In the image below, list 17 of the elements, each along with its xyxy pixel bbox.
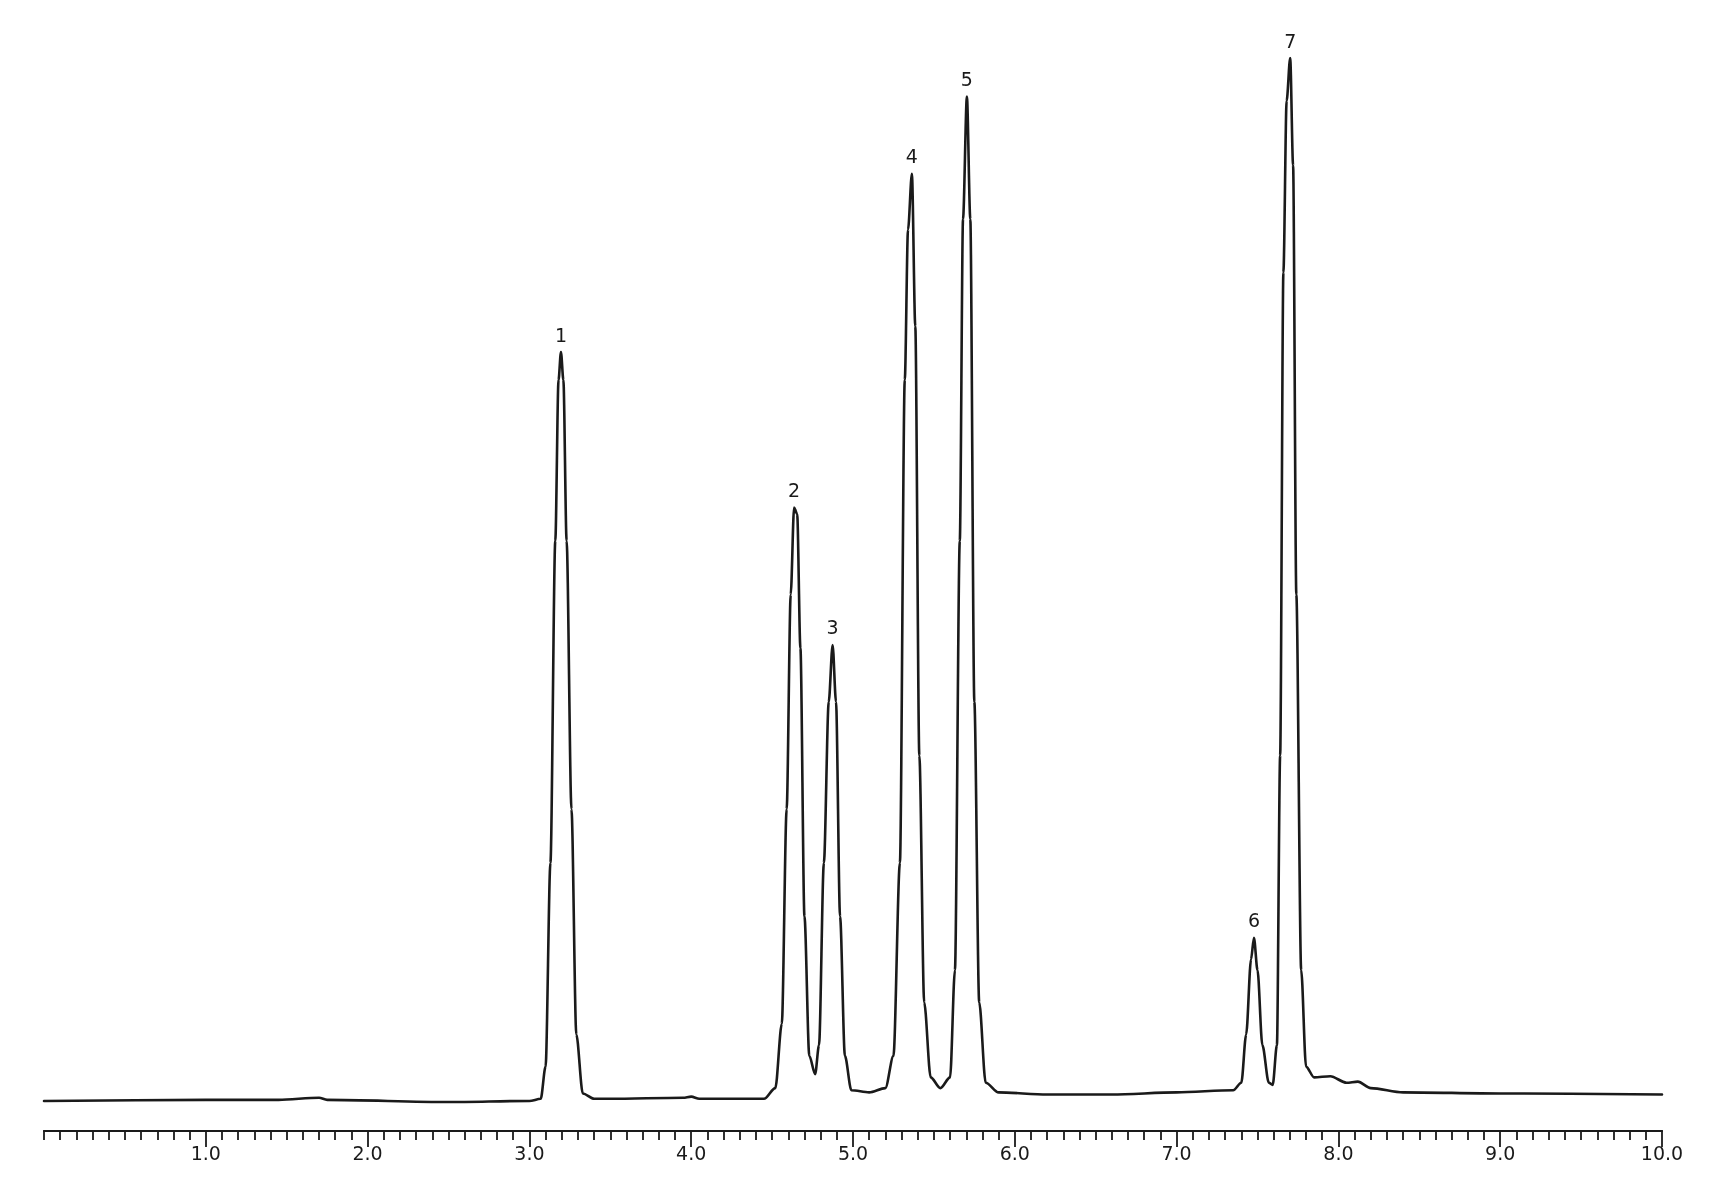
x-tick-label: 3.0 — [514, 1141, 545, 1164]
x-tick-label: 1.0 — [190, 1141, 221, 1164]
x-tick-label: 9.0 — [1485, 1141, 1516, 1164]
x-tick-label: 5.0 — [837, 1141, 869, 1164]
annotation: 2 — [788, 479, 801, 502]
annotation: 6 — [1247, 909, 1260, 932]
x-tick-label: 4.0 — [676, 1141, 707, 1164]
annotation: 4 — [905, 145, 918, 168]
annotation: 3 — [826, 616, 839, 639]
annotation: 5 — [960, 68, 973, 91]
x-tick-label: 10.0 — [1640, 1141, 1684, 1164]
x-tick-label: 8.0 — [1323, 1141, 1354, 1164]
annotation: 1 — [554, 323, 567, 346]
annotation: 7 — [1284, 29, 1297, 52]
x-tick-label: 7.0 — [1161, 1141, 1192, 1164]
x-tick-label: 2.0 — [352, 1141, 383, 1164]
x-tick-label: 6.0 — [999, 1141, 1030, 1164]
